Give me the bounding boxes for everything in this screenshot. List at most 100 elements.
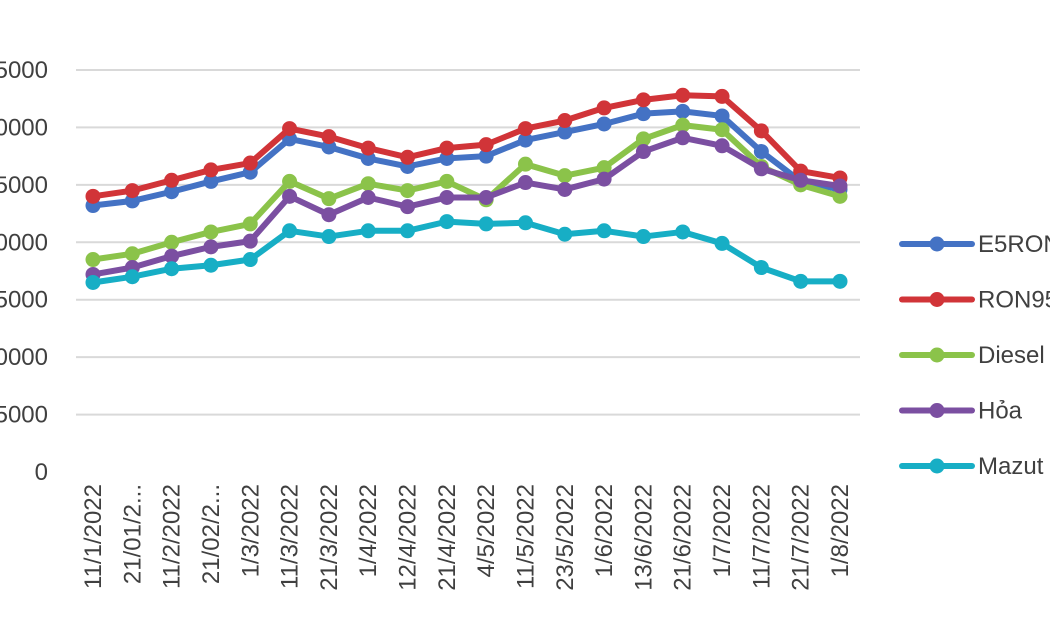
data-point-ron95: [360, 140, 376, 156]
x-axis-ticks: 11/1/2022 21/01/2... 11/2/2022 21/02/2... 1/…: [80, 484, 854, 591]
y-axis-ticks: 0 5000 10000 15000 20000 25000 30000 35000: [0, 57, 48, 486]
legend-marker: [929, 236, 945, 252]
data-point-diesel: [360, 176, 376, 192]
data-point-diesel: [596, 160, 612, 176]
data-point-h-a: [557, 181, 573, 197]
data-point-h-a: [517, 175, 533, 191]
data-point-diesel: [714, 122, 730, 138]
data-point-diesel: [400, 183, 416, 199]
x-tick-label: 21/01/2...: [119, 484, 146, 584]
y-tick-label: 25000: [0, 172, 48, 199]
data-point-diesel: [282, 173, 298, 189]
data-point-ron95: [282, 121, 298, 137]
x-tick-label: 1/7/2022: [709, 484, 736, 577]
legend-label: Mazut: [978, 453, 1044, 480]
data-point-mazut: [85, 274, 101, 290]
data-point-h-a: [478, 189, 494, 205]
data-point-h-a: [400, 199, 416, 215]
data-point-ron95: [203, 162, 219, 178]
x-tick-label: 11/3/2022: [277, 484, 304, 589]
data-point-ron95: [557, 113, 573, 129]
data-point-mazut: [517, 215, 533, 231]
legend: E5RON RON95 Diesel Hỏa Mazut: [899, 231, 1050, 480]
legend-item-e5ron: E5RON: [899, 231, 1050, 258]
data-point-diesel: [517, 156, 533, 172]
data-point-ron95: [714, 88, 730, 104]
data-point-e5ron: [635, 106, 651, 122]
data-point-h-a: [360, 189, 376, 205]
x-tick-label: 21/4/2022: [434, 484, 461, 591]
data-point-mazut: [439, 214, 455, 230]
legend-label: Diesel: [978, 342, 1045, 369]
data-point-ron95: [85, 188, 101, 204]
x-tick-label: 11/1/2022: [80, 484, 107, 589]
data-point-h-a: [635, 144, 651, 160]
data-point-ron95: [517, 121, 533, 137]
legend-item-mazut: Mazut: [899, 453, 1044, 480]
x-tick-label: 1/8/2022: [827, 484, 854, 577]
data-point-mazut: [832, 273, 848, 289]
data-point-diesel: [242, 216, 258, 232]
x-tick-label: 21/7/2022: [788, 484, 815, 591]
data-point-diesel: [124, 246, 140, 262]
data-point-diesel: [635, 131, 651, 147]
legend-marker: [929, 292, 945, 307]
data-point-mazut: [478, 216, 494, 232]
data-point-diesel: [85, 252, 101, 268]
x-tick-label: 1/4/2022: [355, 484, 382, 577]
x-tick-label: 12/4/2022: [395, 484, 422, 591]
series-layer: [85, 87, 848, 290]
data-point-e5ron: [675, 103, 691, 119]
data-point-ron95: [321, 129, 337, 145]
data-point-e5ron: [203, 173, 219, 189]
legend-label: Hỏa: [978, 398, 1023, 425]
legend-item-h-a: Hỏa: [899, 398, 1023, 425]
data-point-h-a: [242, 233, 258, 249]
data-point-ron95: [635, 92, 651, 108]
data-point-mazut: [360, 223, 376, 239]
data-point-mazut: [321, 229, 337, 245]
y-tick-label: 15000: [0, 287, 48, 314]
data-point-e5ron: [164, 184, 180, 200]
data-point-h-a: [282, 188, 298, 204]
data-point-mazut: [164, 261, 180, 277]
legend-label: E5RON: [978, 231, 1050, 258]
data-point-mazut: [753, 260, 769, 276]
legend-marker: [929, 403, 945, 418]
x-tick-label: 21/3/2022: [316, 484, 343, 591]
x-tick-label: 1/6/2022: [591, 484, 618, 577]
data-point-e5ron: [321, 139, 337, 155]
data-point-diesel: [557, 168, 573, 184]
data-point-h-a: [793, 172, 809, 188]
data-point-e5ron: [478, 148, 494, 164]
data-point-h-a: [164, 248, 180, 264]
data-point-mazut: [714, 235, 730, 251]
data-point-mazut: [124, 269, 140, 285]
data-point-e5ron: [753, 144, 769, 160]
data-point-mazut: [793, 273, 809, 289]
data-point-mazut: [242, 252, 258, 268]
y-tick-label: 20000: [0, 229, 48, 256]
data-point-diesel: [439, 173, 455, 189]
data-point-diesel: [164, 234, 180, 250]
data-point-h-a: [439, 189, 455, 205]
data-point-h-a: [714, 138, 730, 154]
data-point-mazut: [675, 224, 691, 240]
data-point-mazut: [635, 229, 651, 245]
legend-item-diesel: Diesel: [899, 342, 1045, 369]
x-tick-label: 21/6/2022: [670, 484, 697, 591]
data-point-h-a: [203, 239, 219, 255]
data-point-ron95: [400, 149, 416, 165]
data-point-diesel: [675, 117, 691, 133]
data-point-ron95: [675, 87, 691, 103]
x-tick-label: 11/5/2022: [512, 484, 539, 589]
data-point-ron95: [164, 172, 180, 188]
data-point-ron95: [596, 100, 612, 116]
data-point-diesel: [203, 224, 219, 240]
data-point-e5ron: [439, 150, 455, 166]
data-point-mazut: [557, 226, 573, 242]
x-tick-label: 4/5/2022: [473, 484, 500, 577]
grid-lines: [76, 69, 860, 416]
data-point-e5ron: [124, 193, 140, 209]
